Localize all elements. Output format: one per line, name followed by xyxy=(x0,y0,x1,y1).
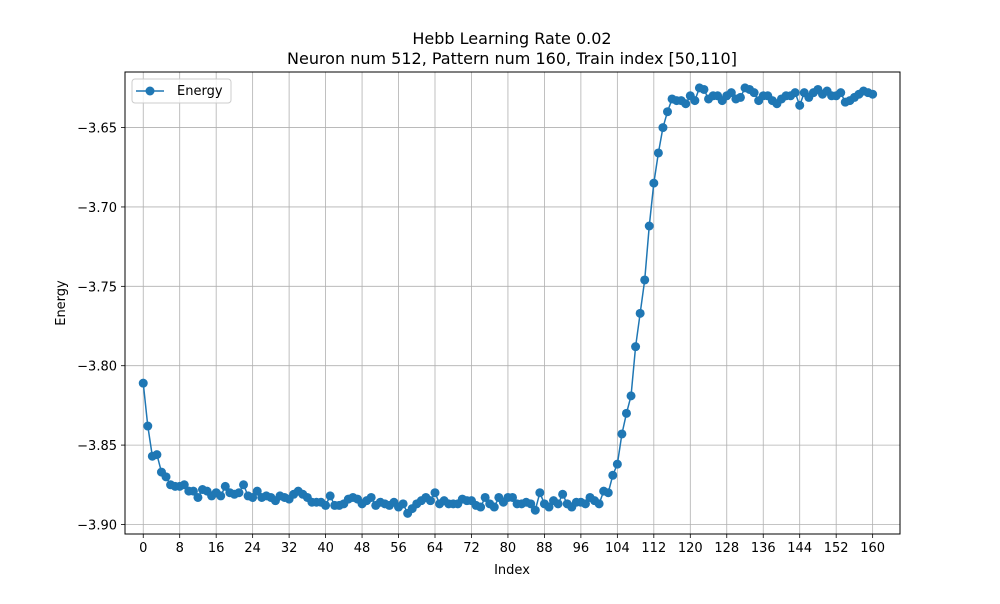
energy-point xyxy=(321,500,331,510)
y-tick-label: −3.85 xyxy=(77,439,117,454)
energy-point xyxy=(179,480,189,490)
y-tick-label: −3.75 xyxy=(77,280,117,295)
energy-point xyxy=(476,502,486,512)
energy-point xyxy=(480,492,490,502)
x-tick-label: 104 xyxy=(605,541,630,556)
legend-marker xyxy=(145,86,155,96)
x-axis-label: Index xyxy=(494,563,530,578)
energy-point xyxy=(425,496,435,506)
energy-point xyxy=(138,378,148,388)
energy-point xyxy=(726,88,736,98)
x-tick-label: 72 xyxy=(463,541,480,556)
x-tick-label: 112 xyxy=(641,541,666,556)
legend: Energy xyxy=(131,78,232,104)
energy-point xyxy=(216,491,226,501)
energy-point xyxy=(663,107,672,117)
energy-point xyxy=(489,502,499,512)
energy-point xyxy=(653,148,663,158)
energy-point xyxy=(234,488,244,498)
energy-point xyxy=(603,488,613,498)
energy-point xyxy=(612,459,622,469)
energy-point xyxy=(649,178,659,188)
energy-point xyxy=(252,486,262,496)
x-tick-label: 144 xyxy=(787,541,812,556)
x-tick-label: 40 xyxy=(317,541,334,556)
energy-point xyxy=(621,408,631,418)
legend-label: Energy xyxy=(177,84,223,99)
energy-point xyxy=(248,492,258,502)
energy-point xyxy=(699,84,709,94)
x-tick-label: 32 xyxy=(281,541,298,556)
x-tick-label: 88 xyxy=(536,541,553,556)
energy-point xyxy=(239,480,249,490)
y-tick-label: −3.70 xyxy=(77,201,117,216)
x-tick-label: 24 xyxy=(244,541,261,556)
energy-point xyxy=(398,499,408,509)
x-tick-label: 120 xyxy=(678,541,703,556)
energy-point xyxy=(220,481,230,491)
energy-point xyxy=(735,92,745,102)
energy-point xyxy=(366,492,376,502)
x-tick-label: 16 xyxy=(208,541,225,556)
x-tick-label: 96 xyxy=(573,541,590,556)
energy-point xyxy=(749,88,759,98)
legend-box xyxy=(131,78,232,104)
x-tick-label: 136 xyxy=(751,541,776,556)
x-tick-label: 56 xyxy=(390,541,407,556)
plot-frame xyxy=(124,71,901,535)
energy-point xyxy=(161,472,171,482)
energy-point xyxy=(681,99,691,109)
x-tick-label: 8 xyxy=(176,541,184,556)
energy-point xyxy=(430,488,440,498)
energy-point xyxy=(558,489,568,499)
energy-point xyxy=(325,491,335,501)
energy-point xyxy=(553,499,563,509)
energy-point xyxy=(868,89,878,99)
energy-point xyxy=(836,88,846,98)
energy-point xyxy=(690,96,700,106)
energy-point xyxy=(544,502,554,512)
energy-point xyxy=(608,470,618,480)
energy-point xyxy=(530,505,540,515)
x-tick-label: 64 xyxy=(427,541,444,556)
x-tick-label: 160 xyxy=(860,541,885,556)
energy-point xyxy=(640,275,650,285)
x-tick-label: 48 xyxy=(354,541,371,556)
energy-point xyxy=(658,123,668,133)
energy-point xyxy=(152,450,162,460)
energy-point xyxy=(617,429,627,439)
y-tick-label: −3.80 xyxy=(77,360,117,375)
energy-point xyxy=(635,308,645,318)
x-tick-label: 0 xyxy=(139,541,147,556)
chart-title-line1: Hebb Learning Rate 0.02 xyxy=(412,29,611,48)
energy-point xyxy=(535,488,545,498)
energy-point xyxy=(143,421,153,431)
grid-lines xyxy=(125,72,900,534)
energy-point xyxy=(795,100,805,110)
energy-point xyxy=(193,492,203,502)
y-axis-label: Energy xyxy=(54,280,69,326)
energy-point xyxy=(644,221,654,231)
energy-point xyxy=(188,486,198,496)
energy-point xyxy=(626,391,636,401)
x-axis-ticks: 0 8 16 24 32 40 48 56 64 72 80 88 96 104 112 120 128 136 1… xyxy=(139,534,885,556)
y-axis-ticks: −3.90 −3.85 −3.80 −3.75 −3.70 −3.65 xyxy=(77,122,125,533)
y-tick-label: −3.65 xyxy=(77,122,117,137)
energy-point xyxy=(580,499,590,509)
y-tick-label: −3.90 xyxy=(77,518,117,533)
energy-point xyxy=(631,342,641,352)
x-tick-label: 128 xyxy=(714,541,739,556)
x-tick-label: 80 xyxy=(500,541,517,556)
energy-point xyxy=(594,499,604,509)
chart-title-line2: Neuron num 512, Pattern num 160, Train i… xyxy=(287,49,737,68)
energy-point xyxy=(790,88,800,98)
x-tick-label: 152 xyxy=(824,541,849,556)
energy-point xyxy=(526,499,536,509)
energy-series xyxy=(138,83,878,518)
energy-point xyxy=(508,492,517,502)
